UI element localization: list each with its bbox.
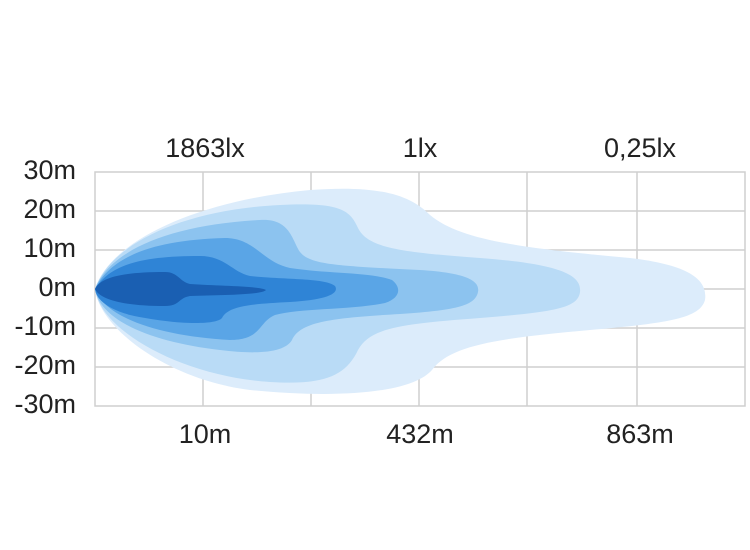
bottom-label: 10m (179, 419, 232, 449)
y-axis-label: -30m (14, 389, 76, 419)
beam (95, 188, 706, 394)
bottom-label: 432m (386, 419, 454, 449)
labels: 30m 20m 10m 0m -10m -20m -30m 1863lx 1lx 0,25lx 10… (14, 133, 676, 449)
top-label: 1lx (403, 133, 438, 163)
y-axis-label: 0m (38, 272, 76, 302)
y-axis-label: -10m (14, 311, 76, 341)
y-axis-label: 20m (23, 194, 76, 224)
bottom-label: 863m (606, 419, 674, 449)
top-label: 0,25lx (604, 133, 677, 163)
beam-zone (95, 272, 266, 306)
y-axis-label: 10m (23, 233, 76, 263)
y-axis-label: 30m (23, 155, 76, 185)
y-axis-label: -20m (14, 350, 76, 380)
top-label: 1863lx (165, 133, 245, 163)
